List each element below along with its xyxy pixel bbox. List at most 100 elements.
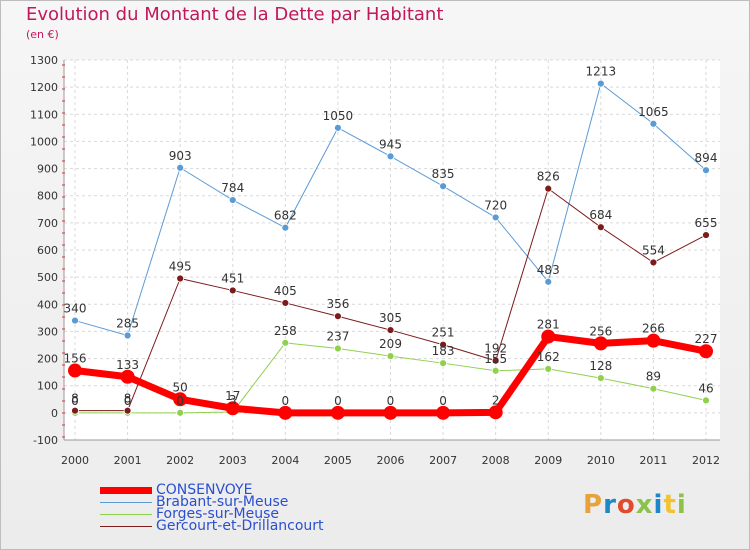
data-label: 285 [116, 317, 139, 331]
x-tick-label: 2008 [482, 454, 510, 467]
y-tick-label: 600 [37, 244, 58, 257]
data-label: 50 [173, 380, 188, 394]
y-tick-label: 100 [37, 380, 58, 393]
x-tick-label: 2012 [692, 454, 720, 467]
data-label: 281 [537, 318, 560, 332]
y-tick-label: 200 [37, 353, 58, 366]
data-label: 903 [169, 149, 192, 163]
data-label: 720 [484, 198, 507, 212]
y-tick-label: 500 [37, 271, 58, 284]
data-label: 0 [439, 394, 447, 408]
data-label: 0 [387, 394, 395, 408]
data-point [702, 231, 710, 239]
data-label: 162 [537, 350, 560, 364]
data-label: 945 [379, 137, 402, 151]
data-point [71, 316, 79, 325]
data-label: 237 [326, 330, 349, 344]
data-point [649, 119, 658, 128]
data-label: 155 [484, 352, 507, 366]
data-point [491, 213, 500, 222]
data-point [176, 163, 185, 172]
data-point [173, 392, 188, 407]
x-tick-label: 2002 [166, 454, 194, 467]
data-point [544, 364, 553, 373]
data-label: 256 [589, 324, 612, 338]
data-point [491, 366, 500, 375]
data-label: 0 [282, 394, 290, 408]
data-point [120, 369, 135, 384]
logo-letter: t [663, 490, 677, 520]
data-point [278, 405, 293, 420]
legend-label: Gercourt-et-Drillancourt [156, 518, 324, 534]
data-point [386, 152, 395, 161]
data-label: 89 [646, 370, 661, 384]
data-label: 356 [326, 297, 349, 311]
data-point [330, 405, 345, 420]
data-label: 451 [221, 271, 244, 285]
data-label: 0 [71, 394, 79, 408]
legend-label: Forges-sur-Meuse [156, 506, 280, 522]
data-label: 156 [64, 352, 87, 366]
chart-subtitle: (en €) [26, 28, 59, 41]
data-point [281, 338, 290, 347]
x-tick-label: 2010 [587, 454, 615, 467]
x-tick-label: 2005 [324, 454, 352, 467]
logo-letter: o [616, 490, 636, 520]
data-point [649, 258, 658, 267]
data-label: 684 [589, 208, 612, 222]
data-point [281, 299, 290, 307]
data-point [281, 223, 290, 232]
data-point [491, 356, 500, 365]
data-point [593, 336, 608, 351]
data-label: 46 [698, 381, 713, 395]
data-point [596, 79, 605, 88]
data-point [541, 329, 556, 344]
data-point [123, 331, 132, 340]
data-point [596, 223, 605, 232]
y-tick-label: 400 [37, 298, 58, 311]
chart-title: Evolution du Montant de la Dette par Hab… [26, 4, 444, 25]
data-point [383, 405, 398, 420]
data-point [334, 123, 342, 132]
legend-label: CONSENVOYE [156, 482, 253, 498]
data-label: 128 [589, 359, 612, 373]
data-label: 405 [274, 284, 297, 298]
data-label: 0 [176, 394, 184, 408]
data-label: 3 [229, 393, 237, 407]
data-label: 835 [432, 167, 455, 181]
logo-letter: x [635, 490, 654, 520]
y-tick-label: 1000 [30, 135, 58, 148]
x-tick-label: 2009 [534, 454, 562, 467]
logo-letter: r [603, 490, 617, 520]
data-point [544, 184, 553, 193]
x-tick-label: 2000 [61, 454, 89, 467]
data-point [225, 401, 240, 416]
logo-letter: i [676, 490, 687, 520]
data-label: 682 [274, 209, 297, 223]
data-label: 183 [432, 344, 455, 358]
data-label: 826 [537, 170, 560, 184]
data-label: 0 [334, 394, 342, 408]
data-label: 1213 [586, 65, 617, 79]
data-point [646, 333, 661, 348]
data-label: 227 [695, 332, 718, 346]
data-label: 1050 [323, 109, 354, 123]
y-tick-label: 1200 [30, 81, 58, 94]
y-tick-label: 0 [51, 407, 58, 420]
x-tick-label: 2006 [377, 454, 405, 467]
data-point [649, 384, 658, 393]
data-label: 1065 [638, 105, 669, 119]
data-label: 192 [484, 342, 507, 356]
y-tick-label: 300 [37, 325, 58, 338]
data-point [71, 406, 79, 415]
data-point [176, 274, 185, 283]
x-tick-label: 2003 [219, 454, 247, 467]
data-point [702, 396, 710, 405]
x-tick-label: 2001 [114, 454, 142, 467]
data-label: 266 [642, 322, 665, 336]
data-point [544, 277, 553, 286]
y-tick-label: 900 [37, 163, 58, 176]
legend-swatch-brabant [100, 502, 152, 503]
data-label: 483 [537, 263, 560, 277]
data-point [439, 340, 447, 349]
